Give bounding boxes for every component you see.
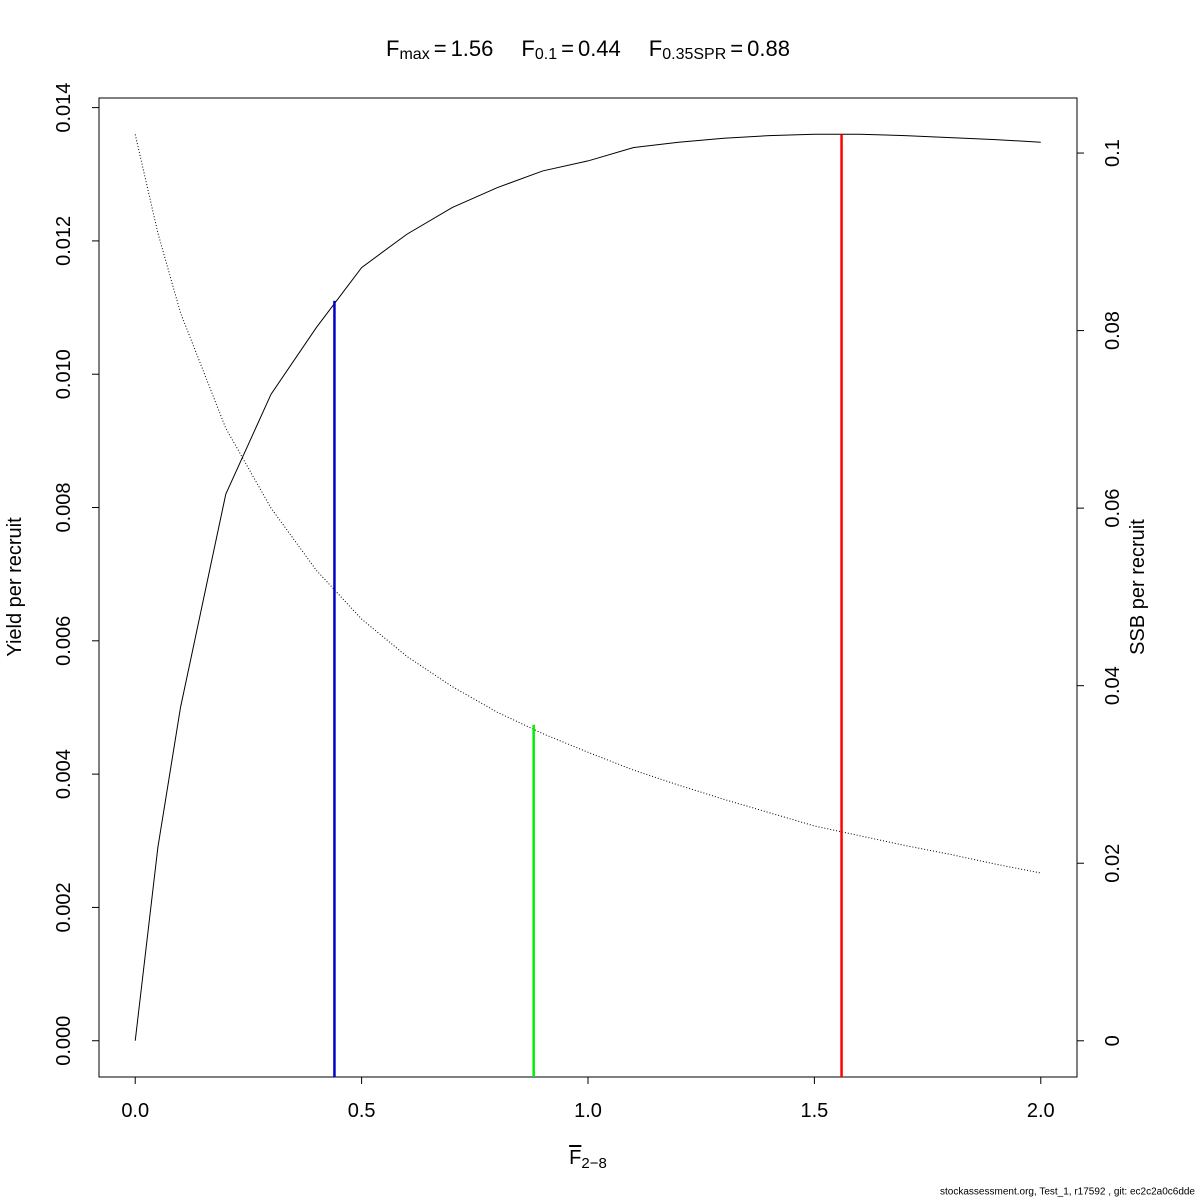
title-separator: =: [730, 36, 743, 61]
title-subscript: max: [399, 46, 429, 63]
title-value: 0.44: [578, 36, 621, 61]
y2-axis-title: SSB per recruit: [1127, 519, 1149, 655]
title-subscript: 0.1: [535, 46, 557, 63]
y2-tick-label: 0: [1102, 1035, 1124, 1046]
title-value: 0.88: [747, 36, 790, 61]
title-value: 1.56: [451, 36, 494, 61]
plot-box: [98, 97, 1078, 1078]
x-tick-label: 2.0: [1027, 1100, 1055, 1122]
title-separator: =: [434, 36, 447, 61]
y2-tick-label: 0.06: [1102, 489, 1124, 528]
y2-tick-label: 0.1: [1102, 139, 1124, 167]
y-tick-label: 0.006: [53, 616, 75, 666]
x-axis-title-subscript: 2−8: [581, 1155, 606, 1172]
series-line: [134, 134, 1041, 874]
title-subscript: 0.35SPR: [662, 46, 726, 63]
y-axis-title: Yield per recruit: [4, 517, 26, 657]
x-tick-label: 0.5: [348, 1100, 376, 1122]
y-tick-label: 0.000: [53, 1016, 75, 1066]
y-tick-label: 0.014: [53, 83, 75, 133]
title-separator: =: [561, 36, 574, 61]
x-axis-title-symbol: F: [569, 1147, 581, 1169]
y2-tick-label: 0.04: [1102, 666, 1124, 705]
y-tick-label: 0.008: [53, 482, 75, 532]
y2-tick-label: 0.08: [1102, 311, 1124, 350]
x-tick-label: 1.5: [800, 1100, 828, 1122]
x-tick-label: 1.0: [574, 1100, 602, 1122]
title-symbol: F: [386, 36, 399, 61]
title-symbol: F: [649, 36, 662, 61]
y-tick-label: 0.010: [53, 349, 75, 399]
footer: stockassessment.org, Test_1, r17592 , gi…: [940, 1187, 1195, 1198]
x-tick-label: 0.0: [121, 1100, 149, 1122]
title-symbol: F: [521, 36, 534, 61]
y-tick-label: 0.004: [53, 749, 75, 799]
chart-title: Fmax = 1.56 F0.1 = 0.44 F0.35SPR = 0.88: [386, 36, 790, 63]
y-tick-label: 0.002: [53, 882, 75, 932]
y2-tick-label: 0.02: [1102, 844, 1124, 883]
x-axis-title: F2−8: [569, 1147, 607, 1172]
series-line: [134, 133, 1041, 1041]
y-tick-label: 0.012: [53, 216, 75, 266]
